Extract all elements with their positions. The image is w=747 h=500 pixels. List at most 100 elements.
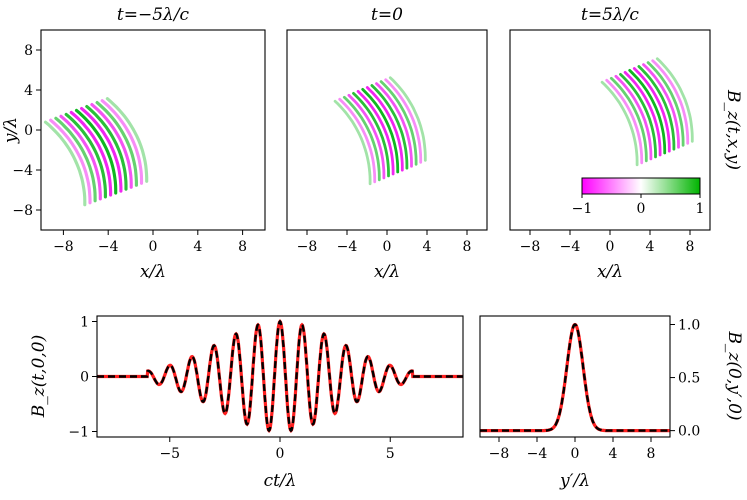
wavefront-positive [342,95,381,182]
panel-title: t=5λ/c [581,5,639,25]
wavefront-positive [379,80,418,166]
colorbar-quantity-label: B_z(t,x,y) [723,89,743,170]
y-tick-label: −8 [12,203,33,219]
y-tick-label: 0 [80,370,89,386]
wavefront-positive [388,76,427,162]
x-ticks: −8 −4 0 4 8 [53,230,247,255]
x-tick-label: 8 [463,239,472,255]
x-axis-label: x/λ [597,262,623,282]
y-tick-label: −4 [12,163,33,179]
wavefront-negative [651,59,690,145]
wavefront-negative [365,86,404,172]
wavefront-positive [43,120,87,207]
wavefront-positive [655,57,694,143]
x-tick-label: 4 [423,239,432,255]
wavefront-positive [637,65,676,151]
y-tick-label: 0 [24,123,33,139]
series-line-simulation [480,323,670,432]
series-line-analytic [480,322,670,433]
wavefront-positive [646,61,685,147]
wavefront-negative [90,103,133,189]
x-axis-label: x/λ [140,262,166,282]
x-tick-label: 4 [646,239,655,255]
panel-title: t=−5λ/c [117,5,190,25]
heatmap-panel-t0: t=0 −8 −4 0 4 8 x/λ [286,5,488,282]
wavefront-positive [105,97,149,183]
wavefront-negative [375,82,413,168]
time-trace-plot: −5 0 5 −1 0 1 ct/λ B_z(t,0,0) [29,315,464,491]
y-ticks: 0.0 0.5 1.0 [670,317,700,440]
x-ticks: −5 0 5 [159,437,395,462]
x-axis-label: y′/λ [559,471,590,491]
axes-frame [479,315,671,438]
axes-frame [286,29,488,231]
x-axis-label: x/λ [374,262,400,282]
wavefront-negative [356,90,395,176]
x-tick-label: 8 [686,239,695,255]
colorbar-tick-label: 0 [637,201,646,217]
transverse-profile-plot: −8 −4 0 4 8 0.0 0.5 1.0 y′/λ B_z(0,y′,0) [479,315,744,491]
x-tick-label: 0 [149,239,158,255]
colorbar-gradient [581,177,701,195]
y-axis-label: B_z(0,y′,0) [724,330,744,420]
pulse-wavefronts [600,57,694,167]
wavefront-positive [85,104,128,191]
wavefront-positive [628,69,667,155]
colorbar-tick-label: −1 [572,201,593,217]
y-axis-label: y/λ [1,117,21,144]
wavefront-positive [74,108,118,195]
wavefront-negative [614,74,653,161]
wavefront-positive [333,99,372,186]
y-ticks: −1 0 1 [68,315,97,441]
x-ticks: −8 −4 0 4 8 [489,437,656,462]
x-ticks: −8 −4 0 4 8 [520,230,695,255]
x-ticks: −8 −4 0 4 8 [297,230,472,255]
wavefront-positive [619,73,657,159]
wavefront-positive [95,101,138,187]
series-line-analytic [97,319,463,433]
wavefront-positive [370,84,409,170]
y-tick-label: −1 [68,425,89,441]
y-tick-label: 1 [80,315,89,331]
curves [97,319,463,433]
y-axis-label: B_z(t,0,0) [29,335,49,419]
colorbar-tick-label: 1 [696,201,705,217]
x-tick-label: −4 [98,239,119,255]
x-axis-label: ct/λ [264,471,297,491]
x-tick-label: 0 [571,446,580,462]
wavefront-negative [605,78,644,165]
x-tick-label: 8 [238,239,247,255]
y-tick-label: 1.0 [678,317,700,333]
y-tick-label: 0.5 [678,371,700,387]
pulse-wavefronts [43,97,149,207]
wavefront-negative [59,114,102,201]
x-tick-label: −8 [489,446,510,462]
wavefront-positive [54,116,97,203]
x-tick-label: 4 [193,239,202,255]
x-tick-label: −4 [337,239,358,255]
x-tick-label: 4 [609,446,618,462]
wavefront-negative [100,99,144,185]
wavefront-negative [384,78,423,164]
wavefront-negative [338,97,377,184]
x-tick-label: 0 [383,239,392,255]
wavefront-negative [632,67,671,153]
y-tick-label: 0.0 [678,424,700,440]
wavefront-negative [623,71,662,157]
x-tick-label: 5 [386,446,395,462]
curves [480,322,670,433]
heatmap-panel-t-minus5: t=−5λ/c −8 −4 0 4 8 −8 −4 0 4 8 x/λ y/λ [1,5,266,282]
y-tick-label: 4 [24,83,33,99]
x-tick-label: 0 [606,239,615,255]
x-tick-label: 8 [647,446,656,462]
series-line-simulation [97,319,463,433]
x-tick-label: −4 [560,239,581,255]
panel-title: t=0 [371,5,403,25]
wavefront-negative [347,93,386,180]
x-tick-label: −4 [527,446,548,462]
x-tick-label: 0 [276,446,285,462]
wavefront-positive [609,76,648,163]
wavefront-negative [80,106,123,193]
wavefront-positive [361,88,400,174]
